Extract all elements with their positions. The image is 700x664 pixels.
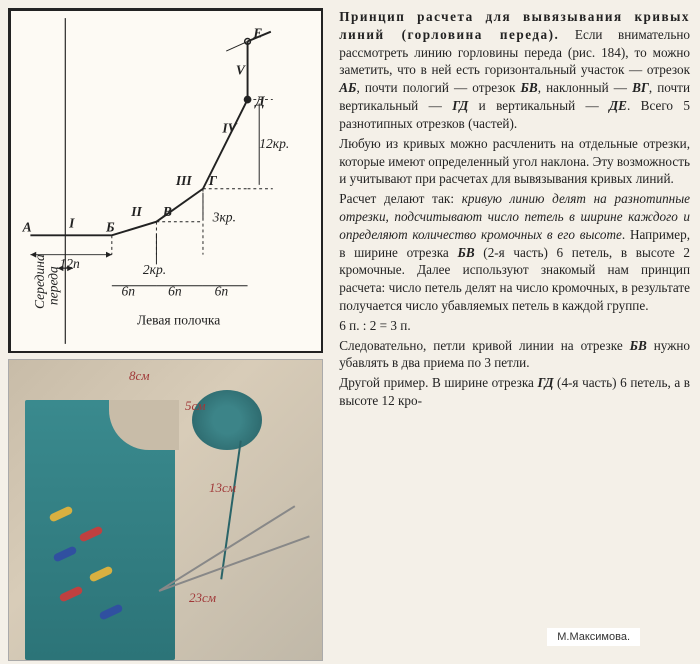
neckline-diagram: А Б В Г Д Е I II III IV V 12п 6п 6п 6п 2…: [8, 8, 323, 353]
para-2e: , наклонный —: [538, 80, 632, 95]
point-G: Г: [208, 173, 218, 188]
seg-GD: ГД: [452, 98, 468, 113]
panel-label: Левая полочка: [137, 312, 220, 327]
roman-2: II: [130, 204, 142, 219]
yarn-strand: [221, 441, 242, 580]
meas-12kr: 12кр.: [259, 136, 289, 151]
center-label-2: переда: [46, 266, 61, 305]
knitting-photo: 8см 5см 13см 23см: [8, 359, 323, 661]
para-4a: Расчет делают так:: [339, 191, 461, 206]
page: А Б В Г Д Е I II III IV V 12п 6п 6п 6п 2…: [0, 0, 700, 664]
para-6a: Следовательно, петли кривой линии на отр…: [339, 338, 629, 353]
seg-GD-2: ГД: [537, 375, 553, 390]
para-2i: и вертикальный —: [468, 98, 609, 113]
para-2c: , почти пологий — отрезок: [356, 80, 520, 95]
dim-13: 13см: [209, 480, 236, 496]
roman-4: IV: [221, 121, 237, 136]
meas-3kr: 3кр.: [212, 210, 236, 225]
meas-2kr: 2кр.: [143, 262, 166, 277]
seg-BV-3: БВ: [630, 338, 647, 353]
dim-5: 5см: [185, 398, 206, 414]
formula: 6 п. : 2 = 3 п.: [339, 317, 690, 335]
point-V: В: [162, 204, 172, 219]
seg-AB: АБ: [339, 80, 356, 95]
text-column: Принцип расчета для вывязывания кривых л…: [331, 0, 700, 664]
para-3: Любую из кривых можно расчленить на отде…: [339, 135, 690, 188]
diagram-svg: А Б В Г Д Е I II III IV V 12п 6п 6п 6п 2…: [11, 11, 321, 351]
seg-VG: ВГ: [632, 80, 649, 95]
seg-BV: БВ: [521, 80, 538, 95]
credit-label: М.Максимова.: [547, 628, 640, 646]
point-B: Б: [105, 219, 115, 234]
meas-12p: 12п: [59, 256, 80, 271]
para-7a: Другой пример. В ширине отрезка: [339, 375, 537, 390]
roman-1: I: [68, 216, 75, 231]
seg-BV-2: БВ: [457, 245, 474, 260]
seg-DE: ДЕ: [609, 98, 627, 113]
roman-5: V: [236, 62, 246, 77]
point-E: Е: [252, 26, 262, 41]
left-column: А Б В Г Д Е I II III IV V 12п 6п 6п 6п 2…: [0, 0, 331, 664]
dim-8: 8см: [129, 368, 150, 384]
dim-23: 23см: [189, 590, 216, 606]
point-A: А: [22, 219, 32, 234]
roman-3: III: [175, 173, 193, 188]
